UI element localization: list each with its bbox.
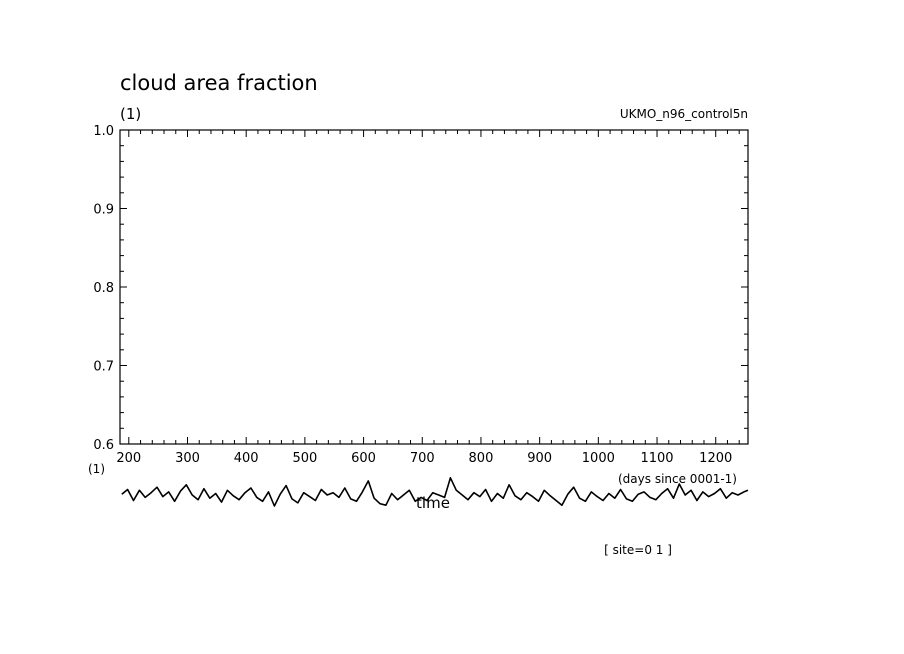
x-tick-label: 300 [175, 451, 200, 466]
x-tick-label: 1000 [582, 451, 615, 466]
footer-site: [ site=0 1 ] [604, 543, 672, 557]
y-tick-label: 1.0 [93, 124, 114, 139]
x-axis-units: (days since 0001-1) [618, 472, 737, 486]
y-tick-label: 0.9 [93, 203, 114, 218]
x-axis-units-left: (1) [88, 462, 105, 476]
x-tick-label: 500 [292, 451, 317, 466]
x-tick-label: 600 [351, 451, 376, 466]
units-label: (1) [120, 105, 141, 123]
y-tick-label: 0.6 [93, 438, 114, 453]
x-tick-label: 1200 [699, 451, 732, 466]
x-tick-label: 1100 [640, 451, 673, 466]
x-tick-label: 400 [234, 451, 259, 466]
x-tick-label: 700 [410, 451, 435, 466]
x-tick-label: 800 [469, 451, 494, 466]
series-layer [121, 476, 749, 507]
dataset-label: UKMO_n96_control5n [620, 107, 748, 121]
y-tick-label: 0.7 [93, 360, 114, 375]
series-line-0 [121, 476, 749, 507]
y-axis: 0.6 0.7 0.8 0.9 1.0 [93, 124, 748, 453]
chart-title: cloud area fraction [120, 71, 318, 95]
y-tick-label: 0.8 [93, 281, 114, 296]
x-tick-label: 900 [527, 451, 552, 466]
x-tick-label: 200 [116, 451, 141, 466]
x-axis: 200 300 400 500 600 700 800 900 1000 1100 1200 [116, 130, 740, 466]
plot-frame [119, 129, 749, 445]
